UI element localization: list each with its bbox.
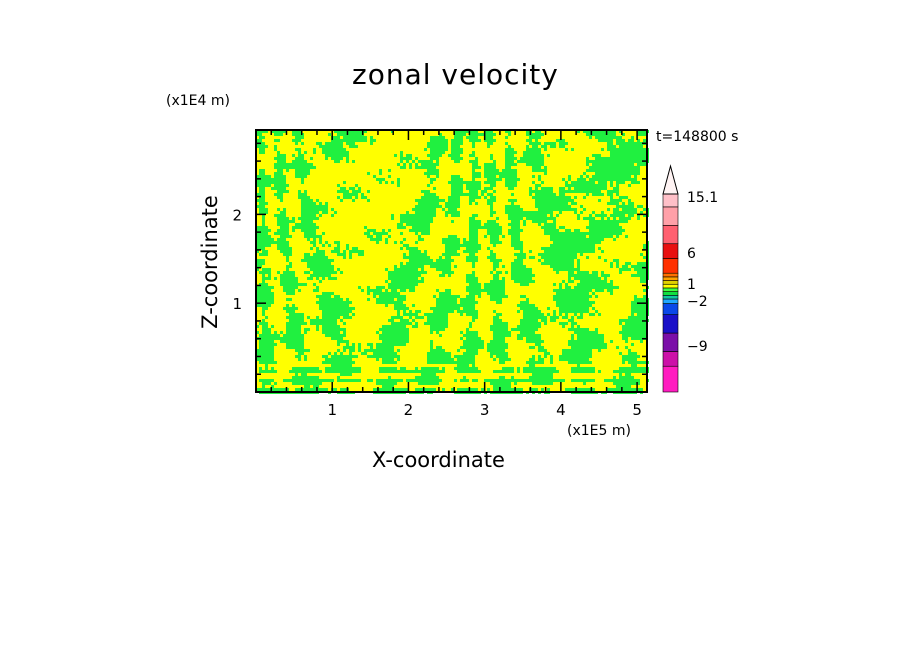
- x-axis-label: X-coordinate: [372, 448, 505, 472]
- colorbar-band: [662, 291, 679, 296]
- colorbar-band: [662, 258, 679, 274]
- colorbar-band: [662, 280, 679, 285]
- colorbar-band: [662, 298, 679, 304]
- colorbar-label: 15.1: [687, 190, 718, 206]
- colorbar-label: 1: [687, 277, 696, 293]
- colorbar: 15.1 6 1−2 −9: [662, 164, 718, 393]
- axis-ticks: 1 2 3 4 5 1 2: [232, 130, 647, 419]
- colorbar-band: [662, 206, 679, 226]
- colorbar-band: [662, 295, 679, 300]
- colorbar-label: −2: [687, 294, 708, 310]
- y-tick-label: 1: [232, 295, 242, 313]
- colorbar-band: [662, 287, 679, 292]
- colorbar-band: [662, 314, 679, 334]
- colorbar-band: [662, 332, 679, 352]
- colorbar-label: −9: [687, 339, 708, 355]
- plot-frame: [255, 129, 648, 393]
- chart-title: zonal velocity: [352, 58, 559, 91]
- x-tick-label: 5: [632, 401, 642, 419]
- x-tick-label: 2: [404, 401, 414, 419]
- y-tick-label: 2: [232, 206, 242, 224]
- x-tick-label: 3: [480, 401, 490, 419]
- colorbar-extend-arrow: [662, 164, 679, 195]
- x-axis-multiplier: (x1E5 m): [567, 423, 631, 439]
- colorbar-band: [662, 276, 679, 281]
- x-tick-label: 4: [556, 401, 566, 419]
- colorbar-label: 6: [687, 246, 696, 262]
- colorbar-band: [662, 272, 679, 278]
- x-tick-label: 1: [327, 401, 337, 419]
- colorbar-band: [662, 351, 679, 367]
- colorbar-band: [662, 225, 679, 245]
- colorbar-band: [662, 193, 679, 208]
- colorbar-band: [662, 283, 679, 289]
- colorbar-band: [662, 303, 679, 315]
- time-label: t=148800 s: [656, 129, 739, 145]
- y-axis-multiplier: (x1E4 m): [166, 93, 230, 109]
- colorbar-band: [662, 243, 679, 259]
- velocity-field: [256, 130, 649, 394]
- colorbar-band: [662, 365, 679, 393]
